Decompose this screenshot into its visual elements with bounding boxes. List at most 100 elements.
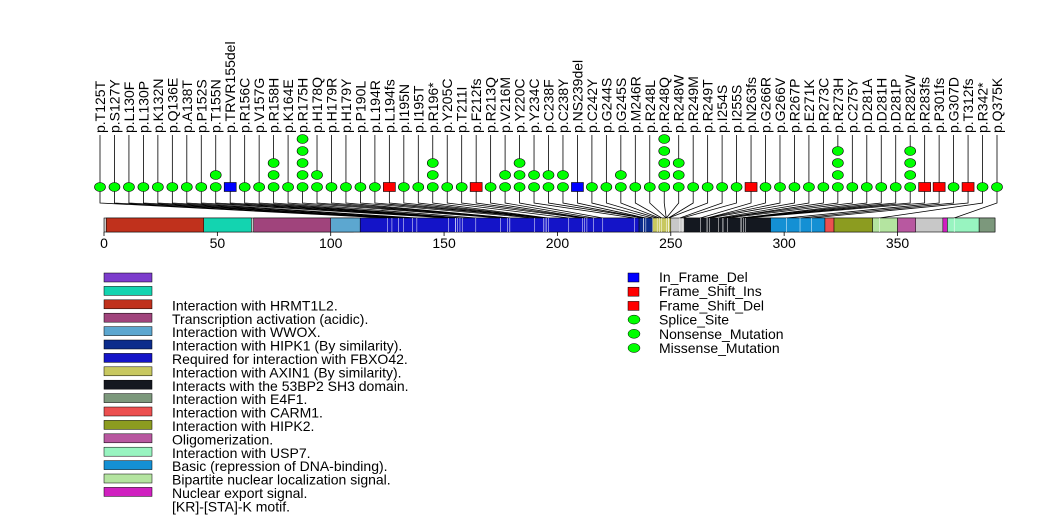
legend-domain-text-15: Nuclear export signal. (172, 485, 307, 501)
legend-domain-text-1: Interaction with HRMT1L2. (172, 297, 338, 313)
legend-domain-swatch-4 (103, 326, 153, 336)
domain-15 (978, 217, 996, 233)
mutation-label-60: p.T312fs (960, 79, 976, 133)
connector-52 (727, 187, 853, 219)
connector-17 (345, 187, 510, 219)
connector-57 (745, 187, 926, 219)
marker-58-0 (932, 182, 946, 192)
legend-domain-text-16: [KR]-[STA]-K motif. (172, 498, 290, 514)
marker-21-0 (398, 182, 410, 192)
mutation-label-39: p.R248Q (656, 77, 672, 133)
marker-50-0 (817, 182, 830, 192)
domain-4 (359, 217, 640, 233)
marker-32-1 (557, 170, 569, 180)
mutation-label-23: p.R196* (425, 82, 441, 133)
mutation-label-47: p.G266V (772, 77, 788, 133)
legend-mut-text-5: Missense_Mutation (659, 340, 780, 356)
connector-25 (461, 187, 583, 219)
marker-1-0 (108, 182, 121, 192)
connector-29 (519, 187, 603, 219)
legend-mut-text-0: In_Frame_Del (659, 269, 748, 285)
legend-domain-swatch-6 (103, 353, 153, 363)
connector-60 (811, 187, 969, 219)
domain-9 (824, 217, 835, 233)
connector-30 (533, 187, 635, 219)
marker-56-2 (904, 158, 916, 168)
connector-51 (722, 187, 839, 219)
mutation-label-50: p.R273C (815, 78, 831, 133)
mutation-label-29: p.Y220C (512, 79, 528, 133)
connector-35 (605, 187, 658, 219)
marker-61-0 (976, 182, 989, 192)
connector-41 (668, 187, 694, 219)
marker-39-2 (658, 158, 671, 168)
mutation-label-0: p.T125T (92, 80, 108, 133)
mutation-label-40: p.R248W (671, 74, 687, 133)
mutation-label-16: p.H179R (323, 78, 339, 133)
marker-62-0 (991, 182, 1003, 192)
legend-mut-swatch-4 (627, 329, 641, 339)
connector-16 (331, 187, 510, 219)
x-tick-label-1: 50 (210, 235, 226, 251)
marker-4-0 (152, 182, 164, 192)
legend-domain-swatch-16 (103, 487, 153, 497)
marker-32-0 (557, 182, 569, 192)
legend-domain-swatch-2 (103, 299, 153, 310)
lollipop-markers (94, 134, 1003, 192)
marker-13-0 (282, 182, 294, 192)
mutation-label-48: p.R267P (786, 79, 802, 133)
marker-30-1 (528, 170, 540, 180)
domain-3 (330, 217, 361, 233)
legend-domain-text-4: Interaction with HIPK1 (By similarity). (172, 338, 402, 354)
marker-39-1 (658, 170, 671, 180)
marker-14-0 (296, 182, 309, 192)
mutation-type-legend: In_Frame_DelFrame_Shift_InsFrame_Shift_D… (627, 269, 784, 356)
mutation-label-30: p.Y234C (526, 79, 542, 133)
connector-44 (682, 187, 737, 219)
mutation-labels: p.T125Tp.S127Yp.L130Fp.L130Pp.K132Np.Q13… (92, 41, 1005, 133)
marker-8-1 (209, 170, 222, 180)
marker-9-0 (223, 182, 237, 192)
mutation-label-26: p.F212fs (468, 79, 484, 133)
mutation-label-56: p.R282W (902, 74, 918, 133)
marker-46-0 (759, 182, 772, 192)
connector-18 (360, 187, 535, 219)
marker-0-0 (94, 182, 106, 192)
legend-mut-swatch-5 (627, 343, 641, 353)
marker-12-1 (267, 170, 280, 180)
connector-59 (799, 187, 954, 219)
marker-35-0 (600, 182, 613, 192)
legend-domain-swatch-12 (103, 433, 153, 444)
marker-12-0 (267, 182, 280, 192)
legend-mut-swatch-0 (627, 272, 640, 283)
connector-40 (665, 187, 680, 219)
marker-56-3 (904, 146, 916, 156)
marker-57-0 (918, 182, 931, 192)
connector-37 (634, 187, 662, 219)
connector-47 (706, 187, 781, 219)
marker-51-1 (832, 170, 844, 180)
domain-legend: Interaction with HRMT1L2.Transcription a… (103, 272, 409, 514)
marker-28-0 (499, 182, 511, 192)
marker-48-0 (788, 182, 801, 192)
mutation-label-2: p.L130F (121, 82, 137, 133)
marker-25-0 (455, 182, 468, 192)
legend-mut-swatch-3 (627, 314, 641, 325)
marker-36-1 (615, 170, 627, 180)
connector-27 (490, 187, 587, 219)
mutation-label-38: p.R248L (642, 80, 658, 133)
marker-45-0 (744, 182, 758, 192)
legend-mut-swatch-1 (627, 286, 640, 297)
mutation-label-7: p.P152S (193, 79, 209, 133)
marker-54-0 (875, 182, 888, 192)
marker-12-2 (267, 158, 280, 168)
mutation-label-17: p.H179Y (338, 78, 354, 133)
marker-31-1 (542, 170, 555, 180)
marker-10-0 (238, 182, 251, 192)
connector-28 (504, 187, 594, 219)
legend-domain-swatch-9 (103, 393, 153, 403)
mutation-label-51: p.R273H (830, 78, 846, 133)
connector-5 (171, 187, 413, 219)
marker-15-0 (311, 182, 323, 192)
